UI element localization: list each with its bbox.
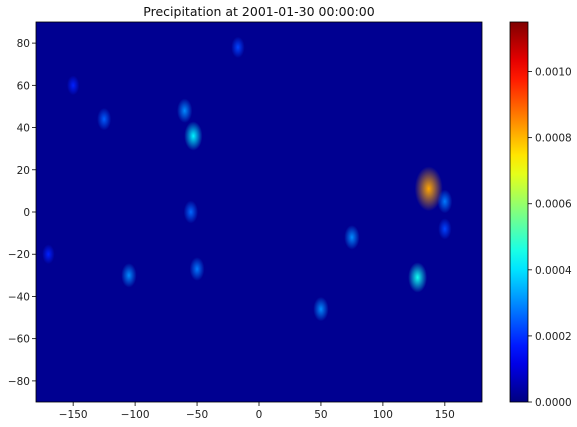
x-tick-label: −50 xyxy=(186,409,208,421)
y-tick-label: 20 xyxy=(17,165,30,177)
colorbar-tick-label: 0.0008 xyxy=(535,133,572,145)
colorbar: 0.0000 0.0002 0.0004 0.0006 0.0008 0.0010 xyxy=(509,21,572,409)
heatmap-feature xyxy=(189,257,205,281)
y-tick-label: 0 xyxy=(23,207,30,219)
colorbar-tick-label: 0.0002 xyxy=(535,331,572,343)
heatmap-feature xyxy=(121,263,137,288)
heatmap-feature xyxy=(437,189,453,214)
x-tick-label: 0 xyxy=(256,409,263,421)
heatmap-feature xyxy=(97,107,112,131)
heatmap-feature xyxy=(177,98,193,123)
x-tick-label: 100 xyxy=(373,409,393,421)
heatmap-feature xyxy=(408,262,428,293)
chart-title: Precipitation at 2001-01-30 00:00:00 xyxy=(143,4,374,19)
y-tick-label: 80 xyxy=(17,38,30,50)
y-tick-label: −40 xyxy=(8,291,30,303)
axes: −150 −100 −50 0 50 100 150 −80 −60 −40 −20 0 20 40 60 8… xyxy=(8,21,483,421)
heatmap-feature xyxy=(313,296,329,322)
heatmap-feature xyxy=(438,218,452,240)
x-tick-label: −150 xyxy=(59,409,88,421)
x-tick-label: 150 xyxy=(435,409,455,421)
heatmap-feature xyxy=(183,200,199,224)
y-tick-label: 60 xyxy=(17,80,30,92)
x-tick-label: −100 xyxy=(121,409,150,421)
heatmap-background xyxy=(36,22,482,402)
colorbar-gradient xyxy=(509,21,529,403)
heatmap-feature xyxy=(184,121,203,151)
heatmap-plot-area xyxy=(36,22,482,402)
y-tick-label: −60 xyxy=(8,334,30,346)
colorbar-tick-label: 0.0004 xyxy=(535,265,572,277)
x-tick-label: 50 xyxy=(314,409,327,421)
heatmap-feature xyxy=(344,225,360,250)
y-tick-label: −20 xyxy=(8,249,30,261)
colorbar-tick-label: 0.0010 xyxy=(535,67,572,79)
heatmap-feature xyxy=(414,166,443,212)
y-tick-label: 40 xyxy=(17,123,30,135)
colorbar-tick-label: 0.0006 xyxy=(535,199,572,211)
heatmap-feature xyxy=(231,36,245,59)
heatmap-feature xyxy=(66,75,80,96)
y-tick-label: −80 xyxy=(8,376,30,388)
colorbar-tick-label: 0.0000 xyxy=(535,397,572,409)
heatmap-feature xyxy=(42,244,55,265)
